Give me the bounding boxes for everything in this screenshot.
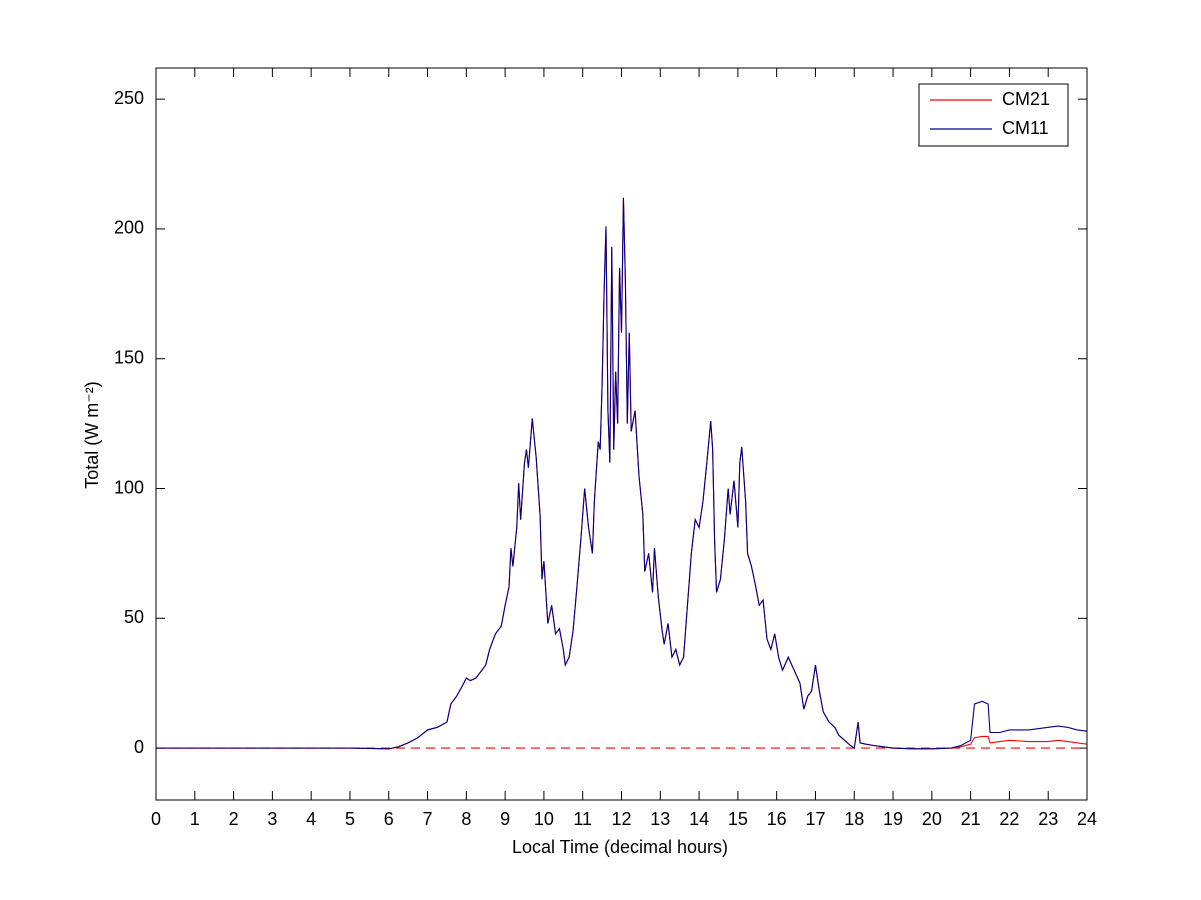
x-tick-label: 21 [961,809,981,829]
x-axis-label: Local Time (decimal hours) [512,837,728,857]
x-tick-label: 1 [190,809,200,829]
y-tick-label: 50 [124,607,144,627]
x-tick-label: 24 [1077,809,1097,829]
legend-box [918,83,1069,147]
x-tick-label: 7 [423,809,433,829]
y-tick-label: 200 [114,218,144,238]
x-tick-label: 12 [611,809,631,829]
x-tick-label: 19 [883,809,903,829]
x-tick-label: 11 [573,809,592,829]
x-tick-label: 8 [461,809,471,829]
y-tick-label: 0 [134,737,144,757]
y-tick-label: 150 [114,347,144,367]
x-tick-label: 17 [805,809,825,829]
plot-area [156,68,1087,800]
x-tick-label: 18 [844,809,864,829]
x-tick-label: 15 [728,809,748,829]
x-tick-label: 4 [306,809,316,829]
x-tick-label: 10 [534,809,554,829]
x-tick-label: 9 [500,809,510,829]
x-tick-label: 6 [384,809,394,829]
x-tick-label: 23 [1038,809,1058,829]
x-tick-label: 16 [767,809,787,829]
x-tick-label: 20 [922,809,942,829]
x-tick-label: 2 [229,809,239,829]
x-tick-label: 0 [151,809,161,829]
y-tick-label: 250 [114,88,144,108]
y-tick-label: 100 [114,477,144,497]
legend-label: CM11 [1002,118,1049,138]
x-tick-label: 13 [650,809,670,829]
x-tick-label: 5 [345,809,355,829]
x-tick-label: 22 [999,809,1019,829]
x-tick-label: 3 [267,809,277,829]
plot-frame [155,67,1088,801]
legend-label: CM21 [1002,89,1050,109]
data-line [156,197,1088,750]
x-tick-label: 14 [689,809,709,829]
y-axis-label: Total (W m⁻²) [82,381,102,489]
